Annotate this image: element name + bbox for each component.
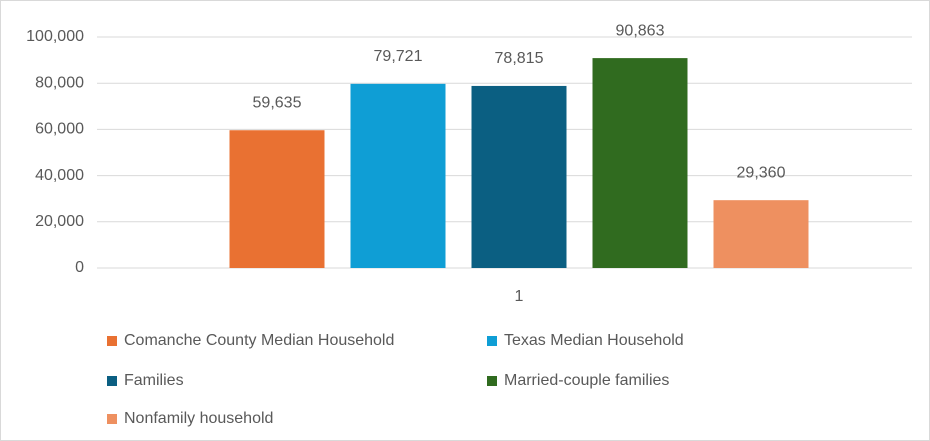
legend-label: Nonfamily household bbox=[124, 410, 273, 427]
y-tick-label: 60,000 bbox=[35, 121, 84, 138]
data-label: 78,815 bbox=[495, 50, 544, 67]
legend-swatch bbox=[487, 376, 497, 386]
bar bbox=[350, 83, 446, 269]
data-label: 59,635 bbox=[253, 94, 302, 111]
data-label: 90,863 bbox=[616, 22, 665, 39]
bar bbox=[592, 58, 688, 268]
legend-swatch bbox=[107, 414, 117, 424]
legend-swatch bbox=[107, 376, 117, 386]
y-tick-label: 20,000 bbox=[35, 213, 84, 230]
bar bbox=[713, 200, 809, 268]
data-label: 79,721 bbox=[374, 48, 423, 65]
bar bbox=[229, 130, 325, 268]
legend-label: Comanche County Median Household bbox=[124, 332, 394, 349]
legend-swatch bbox=[107, 336, 117, 346]
bar bbox=[471, 85, 567, 268]
y-tick-label: 0 bbox=[75, 259, 84, 276]
legend-label: Married-couple families bbox=[504, 372, 669, 389]
legend-label: Families bbox=[124, 372, 184, 389]
legend-label: Texas Median Household bbox=[504, 332, 684, 349]
legend-swatch bbox=[487, 336, 497, 346]
y-tick-label: 100,000 bbox=[26, 28, 84, 45]
y-tick-label: 80,000 bbox=[35, 74, 84, 91]
x-tick-label: 1 bbox=[515, 288, 524, 305]
data-label: 29,360 bbox=[737, 164, 786, 181]
y-tick-label: 40,000 bbox=[35, 167, 84, 184]
